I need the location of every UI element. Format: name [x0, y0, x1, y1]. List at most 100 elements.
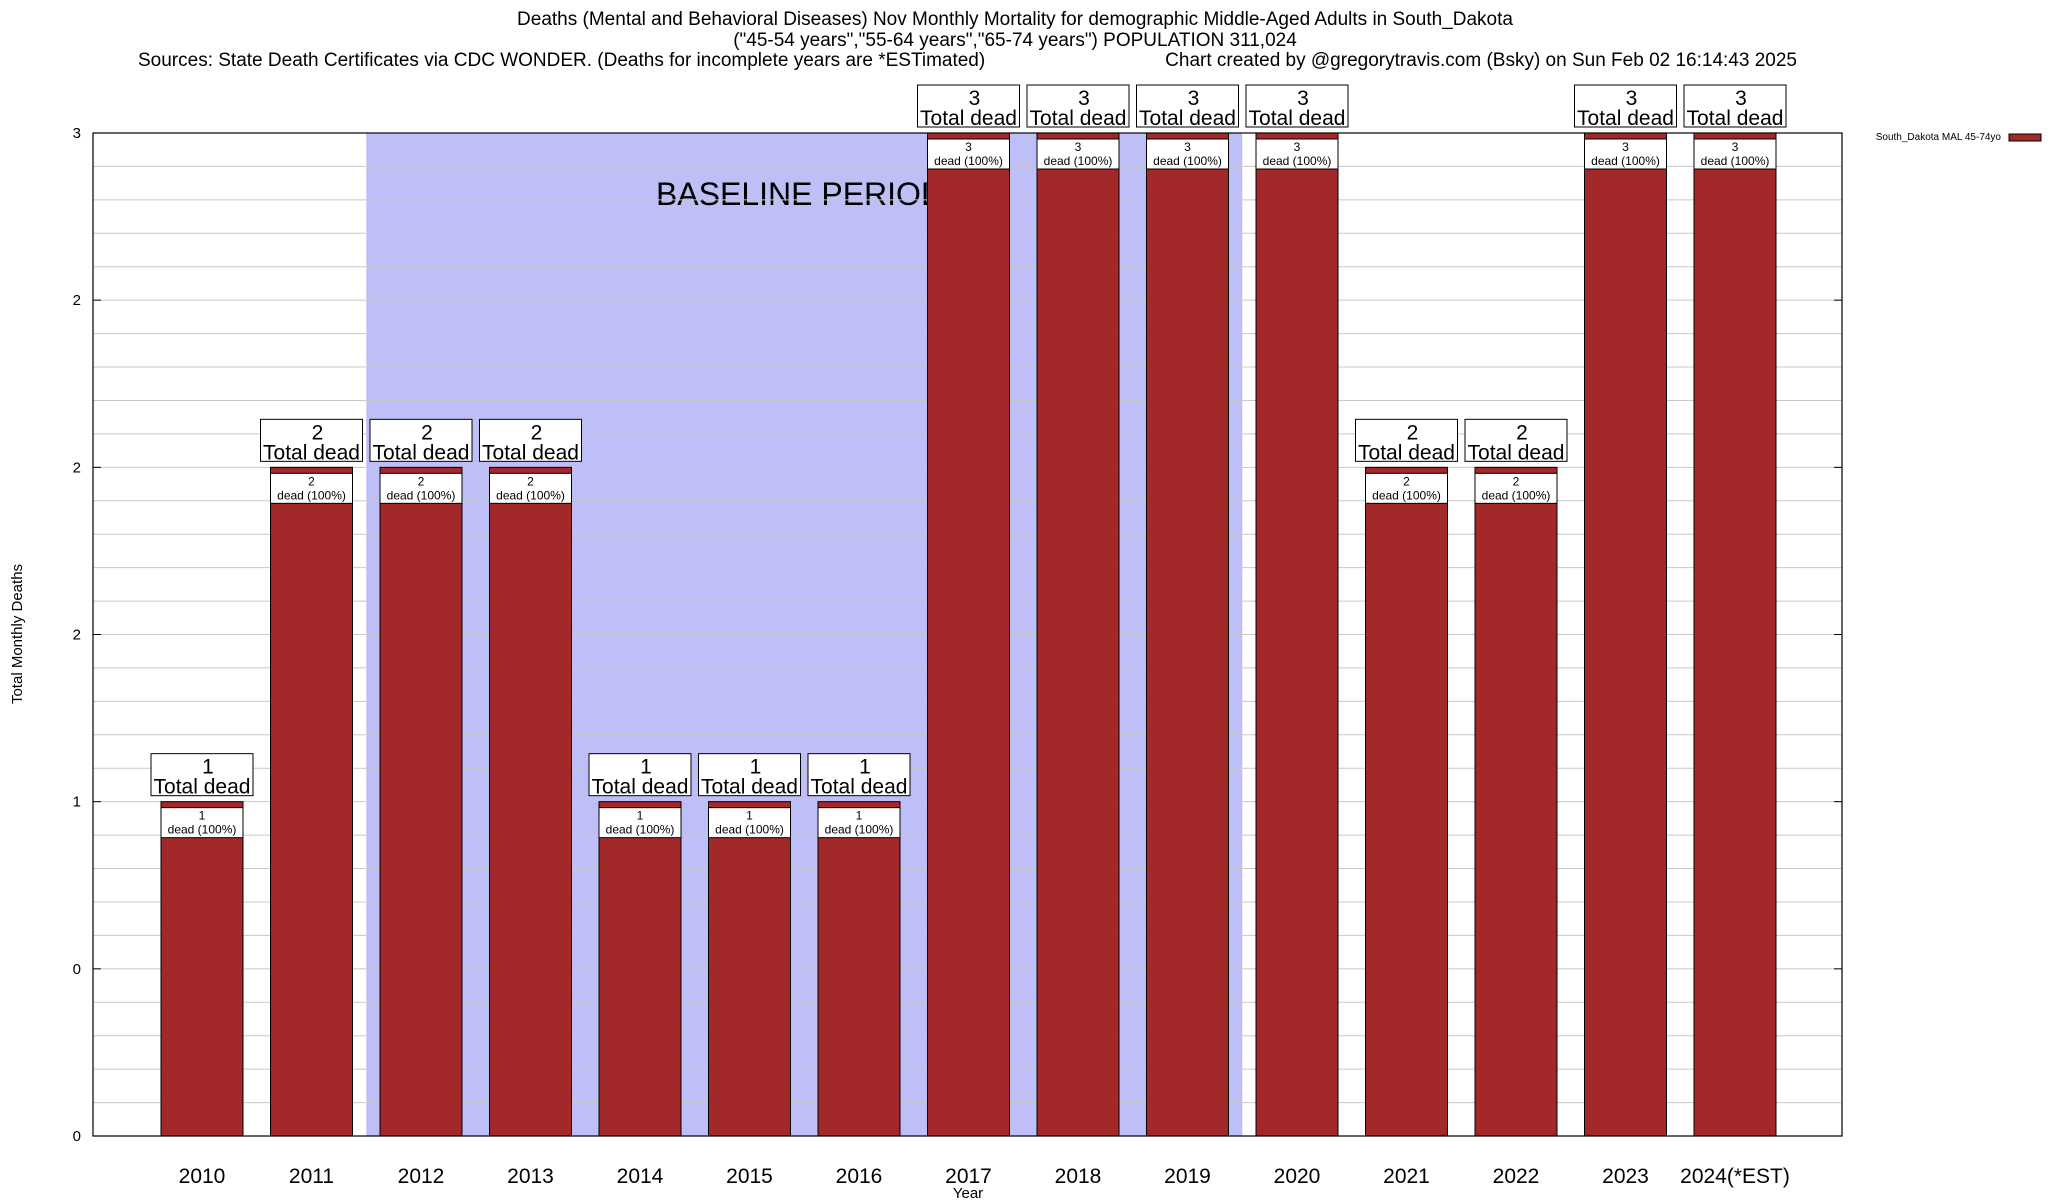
- total-label-text: Total dead: [373, 441, 470, 464]
- inner-label-box: [489, 472, 572, 504]
- inner-label-box: [1584, 138, 1667, 170]
- inner-label-count: 2: [1513, 474, 1520, 488]
- x-tick-label: 2016: [836, 1165, 883, 1188]
- bar-2010: [160, 801, 244, 1137]
- total-label-box: [807, 753, 911, 797]
- total-label-text: Total dead: [1468, 441, 1565, 464]
- total-label-text: Total dead: [811, 776, 908, 799]
- total-label-box: [1026, 84, 1130, 128]
- bar-2024(*EST): [1693, 132, 1777, 1137]
- total-label-count: 3: [1735, 87, 1747, 110]
- chart-subtitle: ("45-54 years","55-64 years","65-74 year…: [733, 30, 1297, 51]
- inner-label-text: dead (100%): [1701, 154, 1770, 168]
- inner-label-box: [1474, 472, 1558, 504]
- total-label-count: 1: [640, 756, 652, 779]
- total-label-text: Total dead: [920, 107, 1017, 130]
- total-label-count: 3: [1626, 87, 1638, 110]
- inner-label-text: dead (100%): [1044, 154, 1113, 168]
- total-label-box: [260, 418, 363, 462]
- total-label-count: 1: [202, 756, 214, 779]
- bar-2013: [489, 466, 572, 1137]
- x-tick-label: 2023: [1602, 1165, 1649, 1188]
- baseline-period-label: BASELINE PERIOD: [656, 176, 944, 212]
- total-label-count: 2: [1407, 421, 1419, 444]
- chart-credit: Chart created by @gregorytravis.com (Bsk…: [1165, 50, 1797, 71]
- total-label-text: Total dead: [1139, 107, 1236, 130]
- inner-label-text: dead (100%): [825, 823, 894, 837]
- bar-2014: [598, 801, 682, 1137]
- y-tick-label: 2: [73, 459, 81, 476]
- total-label-text: Total dead: [592, 776, 689, 799]
- inner-label-count: 3: [1294, 140, 1301, 154]
- inner-label-text: dead (100%): [1482, 488, 1551, 502]
- inner-label-text: dead (100%): [277, 488, 346, 502]
- bar-2018: [1036, 132, 1120, 1137]
- bar-2016: [817, 801, 901, 1137]
- chart-title: Deaths (Mental and Behavioral Diseases) …: [517, 9, 1513, 30]
- axes-layer: 0 0 1 2 2 2 3: [73, 125, 1843, 1145]
- total-label-text: Total dead: [154, 776, 251, 799]
- y-tick-label: 1: [73, 794, 81, 811]
- total-label-count: 2: [421, 421, 433, 444]
- total-label-text: Total dead: [1687, 107, 1784, 130]
- total-label-box: [1245, 84, 1349, 128]
- inner-label-text: dead (100%): [1372, 488, 1441, 502]
- total-label-box: [1464, 418, 1568, 462]
- total-label-box: [150, 753, 254, 797]
- x-tick-label: 2015: [726, 1165, 773, 1188]
- total-label-text: Total dead: [1030, 107, 1127, 130]
- inner-label-count: 3: [1184, 140, 1191, 154]
- inner-label-box: [1693, 138, 1777, 170]
- total-label-count: 1: [750, 756, 762, 779]
- y-tick-label: 2: [73, 292, 81, 309]
- inner-label-box: [1365, 472, 1448, 504]
- bar-2019: [1146, 132, 1229, 1137]
- x-tick-label: 2011: [289, 1165, 334, 1188]
- bar-2020: [1255, 132, 1339, 1137]
- inner-label-box: [160, 807, 244, 839]
- inner-label-count: 3: [1622, 140, 1629, 154]
- total-label-text: Total dead: [263, 441, 360, 464]
- x-tick-label: 2018: [1055, 1165, 1102, 1188]
- x-tick-label: 2021: [1383, 1165, 1430, 1188]
- total-label-box: [369, 418, 473, 462]
- inner-label-count: 3: [1075, 140, 1082, 154]
- inner-label-box: [708, 807, 791, 839]
- x-tick-label: 2017: [945, 1165, 992, 1188]
- total-label-box: [588, 753, 692, 797]
- inner-label-count: 1: [199, 809, 206, 823]
- bar-2022: [1474, 466, 1558, 1137]
- inner-label-count: 3: [1732, 140, 1739, 154]
- x-axis-title: Year: [953, 1185, 983, 1200]
- total-label-text: Total dead: [1249, 107, 1346, 130]
- total-label-box: [698, 753, 801, 797]
- inner-label-box: [598, 807, 682, 839]
- x-tick-label: 2012: [398, 1165, 445, 1188]
- total-label-box: [1136, 84, 1239, 128]
- total-label-text: Total dead: [701, 776, 798, 799]
- y-axis-title: Total Monthly Deaths: [9, 564, 26, 704]
- inner-label-box: [927, 138, 1010, 170]
- total-label-count: 2: [312, 421, 324, 444]
- x-tick-label: 2024(*EST): [1680, 1165, 1790, 1188]
- inner-label-count: 2: [1403, 474, 1410, 488]
- bar-2011: [270, 466, 353, 1137]
- inner-label-text: dead (100%): [1153, 154, 1222, 168]
- inner-label-text: dead (100%): [496, 488, 565, 502]
- total-label-box: [917, 84, 1020, 128]
- legend-swatch: [2008, 133, 2042, 142]
- x-tick-label: 2014: [617, 1165, 664, 1188]
- bar-2023: [1584, 132, 1667, 1137]
- inner-label-box: [1255, 138, 1339, 170]
- total-label-count: 3: [1078, 87, 1090, 110]
- inner-label-text: dead (100%): [168, 823, 237, 837]
- legend: South_Dakota MAL 45-74yo: [1876, 132, 2042, 143]
- total-label-count: 2: [531, 421, 543, 444]
- bar-2017: [927, 132, 1010, 1137]
- inner-label-count: 2: [418, 474, 425, 488]
- x-tick-label: 2019: [1164, 1165, 1211, 1188]
- y-tick-label: 2: [73, 627, 81, 644]
- total-label-count: 2: [1516, 421, 1528, 444]
